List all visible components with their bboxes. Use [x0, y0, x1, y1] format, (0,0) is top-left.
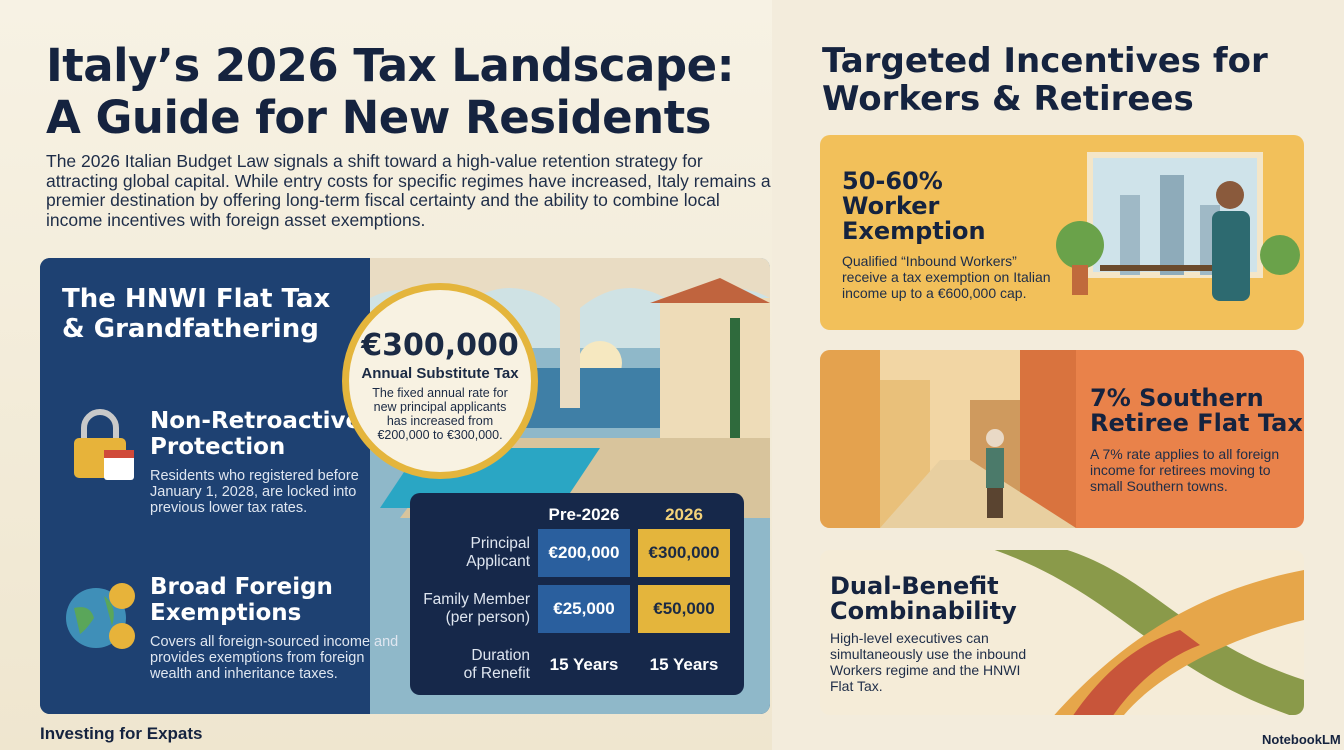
- feature-text: Residents who registered before January …: [150, 468, 359, 516]
- badge-text: The fixed annual rate for new principal …: [372, 386, 508, 442]
- feature-title: Non-Retroactive Protection: [150, 408, 390, 460]
- hnwi-panel: The HNWI Flat Tax & Grandfathering Non-R…: [40, 258, 770, 714]
- globe-icon: [66, 583, 135, 649]
- lock-icon: [74, 409, 134, 480]
- feature-text: Covers all foreign-sourced income and pr…: [150, 634, 399, 682]
- incentive-card: 50-60% Worker Exemption Qualified “Inbou…: [820, 135, 1304, 330]
- incentive-card: 7% Southern Retiree Flat Tax A 7% rate a…: [820, 350, 1304, 528]
- feature-title-line: Broad Foreign: [150, 574, 333, 600]
- brand: Investing for Expats: [40, 724, 203, 743]
- feature-title-line: Protection: [150, 434, 286, 460]
- card-title-line: 50-60%: [842, 167, 943, 195]
- badge: €300,000 Annual Substitute Tax The fixed…: [342, 283, 538, 479]
- card-title-line: Retiree Flat Tax: [1090, 409, 1303, 437]
- section-title-line: Workers & Retirees: [822, 79, 1194, 119]
- row-label-line: of Renefit: [463, 665, 530, 682]
- intro: The 2026 Italian Budget Law signals a sh…: [46, 151, 771, 230]
- card-title-line: Worker: [842, 192, 940, 220]
- feature-title-line: Non-Retroactive: [150, 408, 362, 434]
- section-title-line: The HNWI Flat Tax: [62, 284, 331, 314]
- credit: NotebookLM: [1262, 732, 1341, 747]
- row-label: Duration of Renefit: [410, 647, 530, 683]
- table-cell: €50,000: [638, 585, 730, 633]
- roads-illustration: [994, 550, 1304, 715]
- section-title-line: & Grandfathering: [62, 314, 319, 344]
- row-label-line: Duration: [471, 647, 530, 664]
- table-cell: €25,000: [538, 585, 630, 633]
- column-header: Pre-2026: [538, 493, 630, 529]
- section-title-line: Targeted Incentives for: [822, 41, 1268, 81]
- card-title-line: Combinability: [830, 597, 1017, 625]
- row-label: Family Member (per person): [410, 591, 530, 627]
- row-label-line: Family Member: [423, 591, 530, 608]
- feature: Non-Retroactive Protection Residents who…: [150, 408, 390, 516]
- card-title-line: Exemption: [842, 217, 986, 245]
- title-line: A Guide for New Residents: [46, 91, 712, 144]
- row-label-line: Applicant: [466, 553, 530, 570]
- section-title: The HNWI Flat Tax & Grandfathering: [62, 284, 330, 344]
- feature: Broad Foreign Exemptions Covers all fore…: [150, 574, 400, 682]
- card-text: A 7% rate applies to all foreign income …: [1090, 446, 1280, 494]
- card-text: High-level executives can simultaneously…: [830, 630, 1027, 694]
- title-line: Italy’s 2026 Tax Landscape:: [46, 39, 735, 92]
- table-cell: 15 Years: [549, 655, 619, 674]
- comparison-table: Pre-2026 2026 Principal Applicant €200,000…: [410, 493, 744, 695]
- table-cell: €200,000: [538, 529, 630, 577]
- card-title-line: 7% Southern: [1090, 384, 1264, 412]
- office-illustration: [1056, 152, 1300, 301]
- card-text: Qualified “Inbound Workers” receive a ta…: [842, 253, 1051, 301]
- incentive-card: Dual-Benefit Combinability High-level ex…: [820, 550, 1304, 715]
- feature-title-line: Exemptions: [150, 600, 302, 626]
- row-label: Principal Applicant: [410, 535, 530, 571]
- badge-amount: €300,000: [361, 328, 519, 363]
- village-illustration: [820, 350, 1076, 528]
- page-title: Italy’s 2026 Tax Landscape: A Guide for …: [46, 39, 735, 144]
- row-label-line: (per person): [445, 609, 530, 626]
- card-title: 7% Southern Retiree Flat Tax: [1090, 386, 1303, 436]
- badge-label: Annual Substitute Tax: [361, 365, 519, 382]
- row-label-line: Principal: [470, 535, 530, 552]
- card-title-line: Dual-Benefit: [830, 572, 999, 600]
- column-header: 2026: [638, 493, 730, 529]
- table-cell: 15 Years: [649, 655, 719, 674]
- feature-title: Broad Foreign Exemptions: [150, 574, 400, 626]
- table-cell: €300,000: [638, 529, 730, 577]
- card-title: 50-60% Worker Exemption: [842, 169, 986, 244]
- section-title: Targeted Incentives for Workers & Retire…: [822, 42, 1268, 118]
- card-title: Dual-Benefit Combinability: [830, 574, 1017, 624]
